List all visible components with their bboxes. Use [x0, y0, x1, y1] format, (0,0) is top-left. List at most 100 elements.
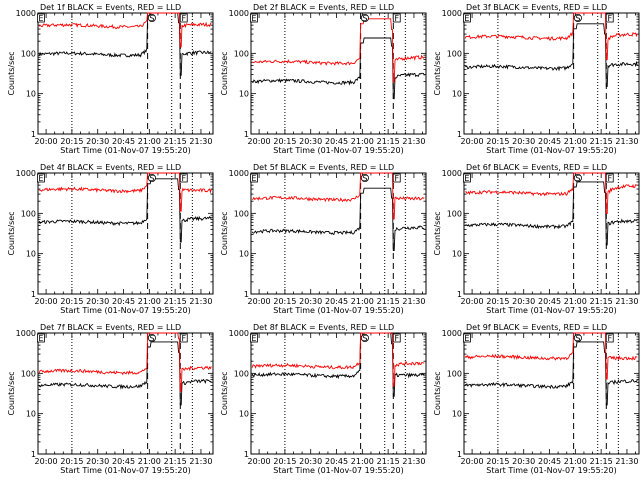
panel-det-8: Det 8f BLACK = Events, RED = LLD 1 10 100 10… — [220, 323, 427, 475]
y-tick-label: 100 — [234, 209, 249, 218]
marker-letter: F — [394, 14, 399, 23]
y-tick-label: 1 — [457, 450, 462, 459]
marker-box-f — [179, 333, 188, 343]
panel-title: Det 5f BLACK = Events, RED = LLD — [253, 163, 394, 172]
marker-letter: S — [362, 14, 367, 23]
series-line-events — [252, 37, 425, 100]
y-tick-label: 1 — [244, 290, 249, 299]
x-tick-label: 21:15 — [164, 297, 187, 306]
marker-letter: S — [575, 174, 580, 183]
marker-box-e — [463, 13, 471, 23]
marker-box-e — [37, 333, 45, 343]
plot-frame — [250, 172, 427, 295]
marker-box-f — [392, 173, 401, 183]
y-axis-label: Counts/sec — [433, 371, 442, 415]
x-tick-label: 20:15 — [60, 457, 83, 466]
marker-box-f — [392, 333, 401, 343]
y-tick-label: 1000 — [229, 329, 249, 338]
y-tick-label: 10 — [26, 90, 36, 99]
marker-box-e — [463, 173, 471, 183]
y-tick-label: 100 — [21, 369, 36, 378]
x-tick-label: 20:15 — [273, 297, 296, 306]
marker-letter: E — [251, 334, 256, 343]
x-tick-label: 21:30 — [402, 457, 425, 466]
series-line-lld — [464, 332, 638, 380]
marker-box-e — [250, 173, 258, 183]
panel-det-3: Det 3f BLACK = Events, RED = LLD 1 10 100 10… — [433, 3, 640, 155]
marker-box-e — [250, 333, 258, 343]
x-tick-label: 20:30 — [86, 137, 109, 146]
series-line-lld — [251, 332, 425, 387]
y-tick-label: 1000 — [442, 169, 462, 178]
x-axis-label: Start Time (01-Nov-07 19:55:20) — [60, 306, 190, 315]
panel-det-1: Det 1f BLACK = Events, RED = LLD 1 10 100 10… — [7, 3, 214, 155]
marker-letter: E — [38, 174, 43, 183]
x-axis-label: Start Time (01-Nov-07 19:55:20) — [60, 146, 190, 155]
y-tick-label: 1 — [31, 450, 36, 459]
x-tick-label: 21:30 — [189, 297, 212, 306]
marker-box-s — [573, 173, 582, 182]
marker-letter: E — [251, 174, 256, 183]
marker-letter: S — [149, 334, 154, 343]
x-tick-label: 20:15 — [60, 137, 83, 146]
marker-box-s — [360, 333, 369, 342]
series-line-lld — [464, 12, 638, 61]
marker-box-e — [37, 13, 45, 23]
x-axis-label: Start Time (01-Nov-07 19:55:20) — [486, 146, 616, 155]
y-tick-label: 1 — [244, 450, 249, 459]
y-tick-label: 1000 — [16, 329, 36, 338]
marker-box-f — [605, 173, 614, 183]
x-tick-label: 20:00 — [248, 297, 271, 306]
x-tick-label: 20:00 — [35, 457, 58, 466]
x-tick-label: 21:30 — [189, 137, 212, 146]
panel-det-2: Det 2f BLACK = Events, RED = LLD 1 10 100 10… — [220, 3, 427, 155]
marker-box-f — [605, 13, 614, 23]
panel-title: Det 6f BLACK = Events, RED = LLD — [466, 163, 607, 172]
x-tick-label: 21:00 — [351, 457, 374, 466]
series-line-events — [465, 181, 638, 246]
y-axis-label: Counts/sec — [7, 211, 16, 255]
series-line-events — [38, 12, 212, 76]
x-tick-label: 20:45 — [325, 457, 348, 466]
y-tick-label: 10 — [452, 90, 462, 99]
y-tick-label: 10 — [239, 410, 249, 419]
x-tick-label: 20:15 — [273, 137, 296, 146]
panel-title: Det 3f BLACK = Events, RED = LLD — [466, 3, 607, 12]
x-tick-label: 21:00 — [564, 297, 587, 306]
panel-det-6: Det 6f BLACK = Events, RED = LLD 1 10 100 10… — [433, 163, 640, 315]
x-tick-label: 20:30 — [299, 297, 322, 306]
y-tick-label: 1000 — [442, 329, 462, 338]
marker-letter: S — [149, 14, 154, 23]
series-line-events — [251, 187, 425, 251]
y-tick-label: 1 — [244, 130, 249, 139]
panel-title: Det 4f BLACK = Events, RED = LLD — [40, 163, 181, 172]
y-tick-label: 100 — [234, 49, 249, 58]
x-tick-label: 21:15 — [590, 297, 613, 306]
x-tick-label: 21:15 — [164, 457, 187, 466]
x-tick-label: 21:15 — [377, 297, 400, 306]
marker-box-e — [37, 173, 45, 183]
marker-box-f — [392, 13, 401, 23]
marker-box-s — [360, 173, 369, 182]
y-tick-label: 1 — [457, 130, 462, 139]
marker-letter: E — [464, 174, 469, 183]
x-tick-label: 20:30 — [86, 457, 109, 466]
y-tick-label: 10 — [452, 410, 462, 419]
series-line-events — [38, 341, 212, 406]
panel-title: Det 8f BLACK = Events, RED = LLD — [253, 323, 394, 332]
y-tick-label: 1000 — [229, 9, 249, 18]
x-tick-label: 20:30 — [512, 297, 535, 306]
y-axis-label: Counts/sec — [433, 51, 442, 95]
panel-det-7: Det 7f BLACK = Events, RED = LLD 1 10 100 10… — [7, 323, 214, 475]
y-tick-label: 1 — [31, 290, 36, 299]
y-tick-label: 1000 — [229, 169, 249, 178]
panel-det-4: Det 4f BLACK = Events, RED = LLD 1 10 100 10… — [7, 163, 214, 315]
marker-letter: E — [38, 334, 43, 343]
panel-title: Det 1f BLACK = Events, RED = LLD — [40, 3, 181, 12]
marker-letter: F — [181, 14, 186, 23]
series-line-events — [38, 178, 212, 243]
x-tick-label: 20:30 — [512, 137, 535, 146]
y-axis-label: Counts/sec — [7, 51, 16, 95]
x-tick-label: 21:30 — [615, 297, 638, 306]
